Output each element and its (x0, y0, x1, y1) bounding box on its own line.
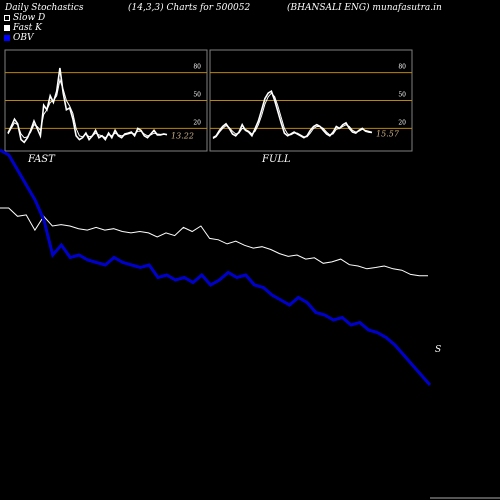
full-series-1-line (212, 92, 373, 140)
full-last-value-label: 15.57 (376, 130, 400, 139)
fast-last-value-label: 13.22 (171, 132, 194, 141)
full-tick-label-50: 50 (398, 92, 406, 99)
full-series-0-line (212, 90, 373, 139)
legend-label: Fast K (13, 23, 42, 33)
full-tick-label-80: 80 (398, 64, 406, 71)
fast-tick-label-20: 20 (193, 119, 201, 126)
chart-params-label: (14,3,3) Charts for 500052 (128, 3, 251, 13)
legend-item-slow-d: Slow D (4, 13, 45, 23)
legend-item-obv: OBV (4, 33, 34, 43)
obv-swatch (4, 35, 10, 41)
legend-item-fast-k: Fast K (4, 23, 42, 33)
obv-end-label: S (435, 345, 441, 355)
fast-series-1-line (7, 78, 168, 139)
fast-tick-label-80: 80 (193, 64, 201, 71)
legend-label: OBV (13, 33, 34, 43)
chart-type-label: Daily Stochastics (5, 3, 84, 13)
fast-series-0-line (7, 67, 168, 144)
full-tick-label-20: 20 (398, 119, 406, 126)
price-line (0, 207, 428, 277)
fast-panel-label: FAST (27, 154, 56, 165)
obv-line (0, 148, 432, 386)
fast-tick-label-50: 50 (193, 92, 201, 99)
full-panel-label: FULL (261, 154, 291, 165)
legend-label: Slow D (13, 13, 46, 23)
slow-d-swatch (4, 15, 10, 21)
site-label: (BHANSALI ENG) munafasutra.in (287, 3, 442, 13)
fast-k-swatch (4, 25, 10, 31)
